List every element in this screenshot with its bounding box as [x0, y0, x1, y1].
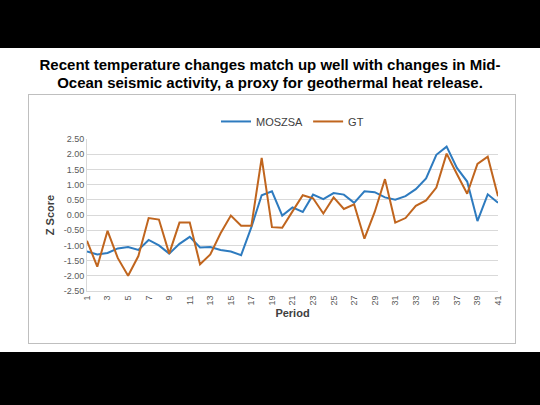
svg-text:9: 9: [164, 296, 174, 301]
svg-text:39: 39: [472, 296, 482, 306]
svg-text:25: 25: [329, 296, 339, 306]
svg-text:Z Score: Z Score: [44, 195, 56, 235]
svg-text:27: 27: [349, 296, 359, 306]
svg-text:19: 19: [267, 296, 277, 306]
svg-text:5: 5: [123, 296, 133, 301]
svg-text:-1.00: -1.00: [64, 241, 85, 251]
svg-text:41: 41: [493, 296, 503, 306]
html-text:Recent temperature changes mat: Recent temperature changes match up well…: [39, 56, 501, 91]
svg-text:35: 35: [431, 296, 441, 306]
svg-text:0.00: 0.00: [67, 210, 85, 220]
svg-text:Period: Period: [275, 307, 309, 319]
svg-text:GT: GT: [348, 116, 364, 128]
svg-text:3: 3: [102, 296, 112, 301]
svg-text:2.00: 2.00: [67, 149, 85, 159]
svg-text:17: 17: [246, 296, 256, 306]
svg-text:31: 31: [390, 296, 400, 306]
svg-text:23: 23: [308, 296, 318, 306]
svg-text:-2.50: -2.50: [64, 286, 85, 296]
svg-text:29: 29: [370, 296, 380, 306]
svg-text:-1.50: -1.50: [64, 256, 85, 266]
svg-text:21: 21: [287, 296, 297, 306]
svg-text:11: 11: [185, 296, 195, 305]
svg-text:1: 1: [82, 296, 92, 301]
svg-text:2.50: 2.50: [67, 134, 85, 144]
svg-text:15: 15: [226, 296, 236, 306]
svg-text:1.00: 1.00: [67, 180, 85, 190]
svg-text:-0.50: -0.50: [64, 225, 85, 235]
svg-text:0.50: 0.50: [67, 195, 85, 205]
svg-text:-2.00: -2.00: [64, 271, 85, 281]
svg-text:MOSZSA: MOSZSA: [256, 116, 303, 128]
svg-text:13: 13: [205, 296, 215, 306]
svg-text:7: 7: [144, 296, 154, 301]
svg-text:1.50: 1.50: [67, 165, 85, 175]
svg-text:37: 37: [452, 296, 462, 306]
svg-text:33: 33: [411, 296, 421, 306]
